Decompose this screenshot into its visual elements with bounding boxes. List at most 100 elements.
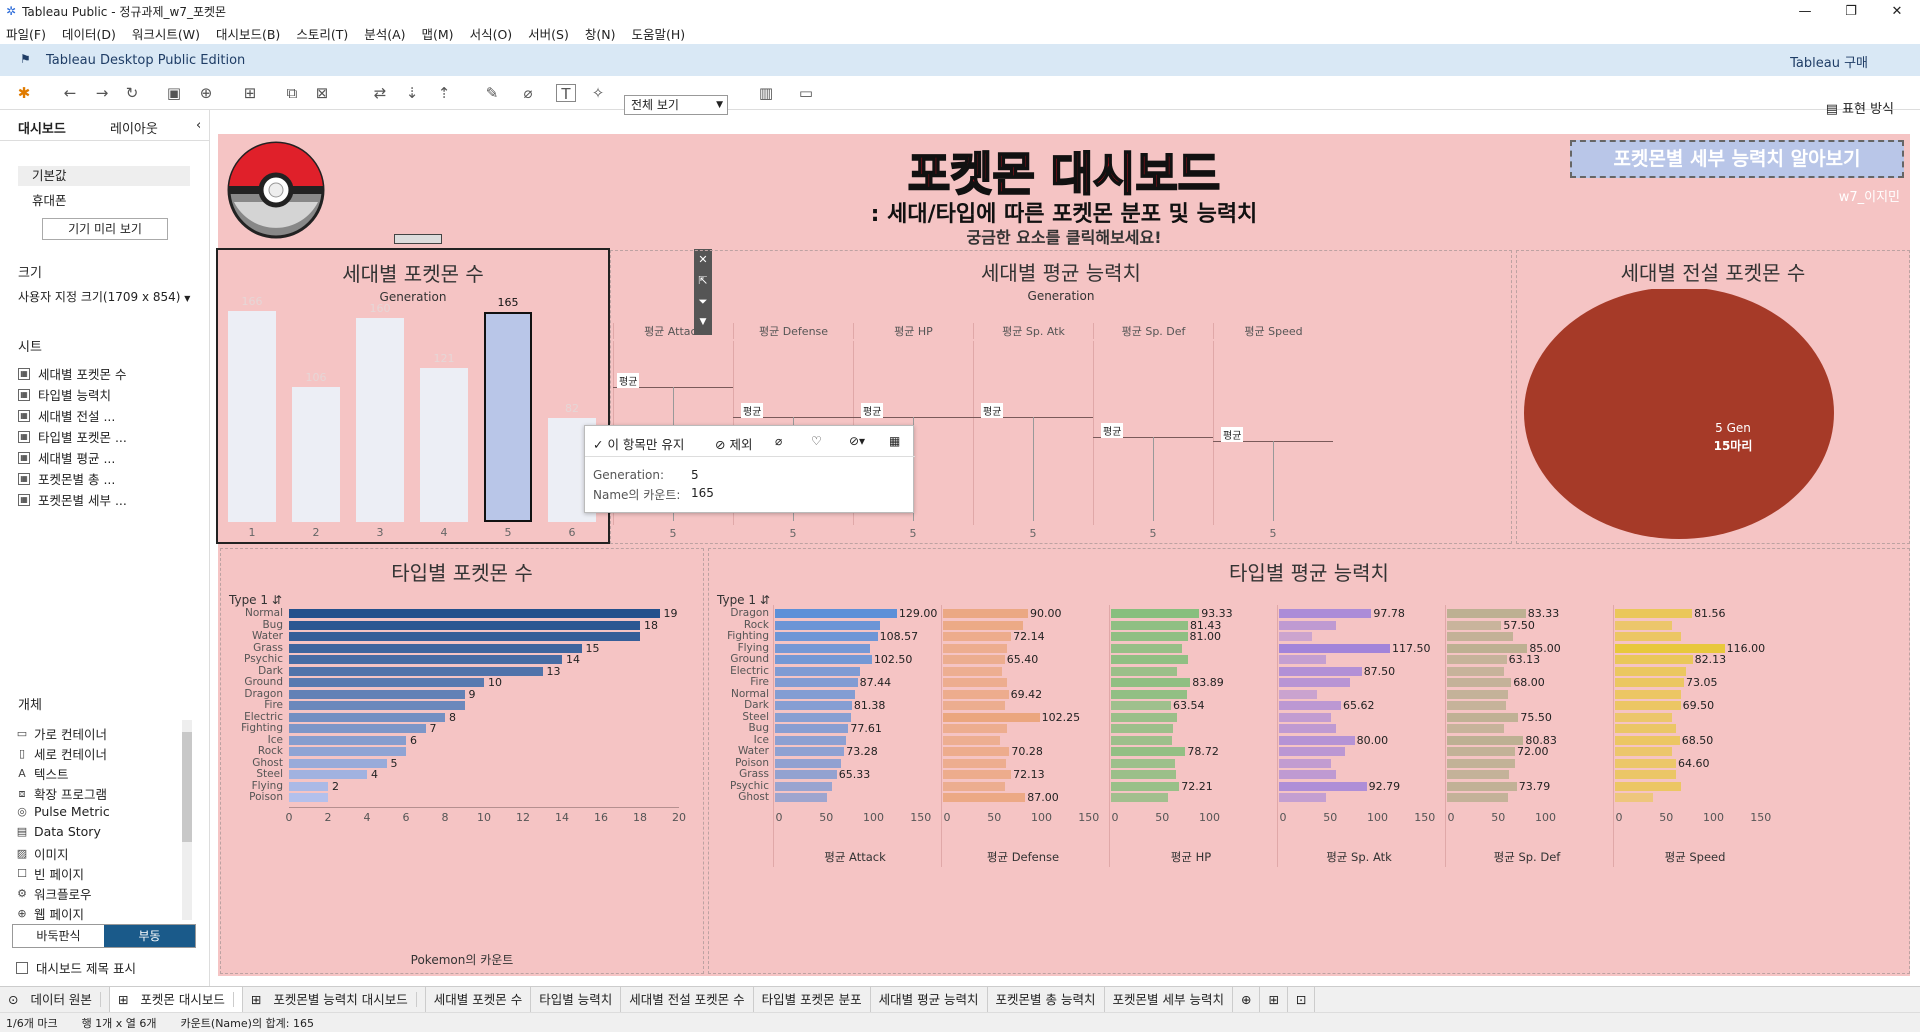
legendary-panel[interactable]: 세대별 전설 포켓몬 수 5 Gen 15마리 bbox=[1516, 250, 1910, 544]
avg-bar[interactable] bbox=[1447, 609, 1526, 618]
keep-only-button[interactable]: ✓ 이 항목만 유지 bbox=[593, 437, 685, 452]
object-item[interactable]: ◎ Pulse Metric bbox=[17, 804, 110, 819]
pin-axis-icon[interactable]: ✧ bbox=[591, 84, 605, 102]
avg-bar[interactable] bbox=[1615, 758, 1677, 768]
avg-bar[interactable] bbox=[775, 666, 861, 676]
avg-bar[interactable] bbox=[1279, 701, 1341, 710]
tab-sheet[interactable]: 타입별 포켓몬 분포 bbox=[754, 986, 871, 1013]
size-select[interactable]: 사용자 지정 크기(1709 x 854) ▼ bbox=[18, 290, 191, 304]
menu-data[interactable]: 데이터(D) bbox=[61, 26, 116, 42]
detail-button[interactable]: 포켓몬별 세부 능력치 알아보기 bbox=[1570, 140, 1904, 178]
avg-bar[interactable] bbox=[943, 758, 1007, 768]
avg-bar[interactable] bbox=[775, 620, 880, 630]
tiled-button[interactable]: 바둑판식 bbox=[36, 929, 81, 943]
sheet-item[interactable]: ▦ 세대별 평균 ... bbox=[18, 448, 115, 467]
menu-file[interactable]: 파일(F) bbox=[6, 26, 46, 42]
device-phone[interactable]: 휴대폰 bbox=[32, 193, 67, 208]
avg-bar[interactable] bbox=[775, 609, 897, 618]
avg-bar[interactable] bbox=[943, 632, 1012, 641]
new-sheet-icon[interactable]: ⊕ bbox=[1233, 986, 1261, 1013]
sheet-item[interactable]: ▦ 타입별 포켓몬 ... bbox=[18, 427, 127, 446]
avg-bar[interactable] bbox=[943, 770, 1012, 779]
tab-layout[interactable]: 레이아웃 bbox=[110, 122, 158, 137]
avg-bar[interactable] bbox=[1447, 632, 1514, 641]
tab-dashboard[interactable]: 대시보드 bbox=[18, 122, 66, 137]
exclude-button[interactable]: ⊘ 제외 bbox=[715, 437, 753, 452]
avg-bar[interactable] bbox=[1447, 620, 1502, 630]
avg-bar[interactable] bbox=[1111, 747, 1186, 756]
sheet-item[interactable]: ▦ 세대별 전설 ... bbox=[18, 406, 115, 425]
buy-link[interactable]: Tableau 구매 bbox=[1790, 56, 1868, 71]
device-preview-button[interactable]: 기기 미리 보기 bbox=[42, 218, 168, 240]
avg-bar[interactable] bbox=[1111, 689, 1187, 699]
avg-bar[interactable] bbox=[943, 643, 1008, 653]
avg-bar[interactable] bbox=[1279, 735, 1355, 745]
sort-icon[interactable]: ⇵ bbox=[759, 593, 770, 607]
type-count-bar[interactable] bbox=[289, 758, 387, 768]
avg-bar[interactable] bbox=[1615, 781, 1682, 791]
avg-bar[interactable] bbox=[943, 781, 1006, 791]
scrollbar[interactable] bbox=[182, 720, 192, 920]
avg-bar[interactable] bbox=[775, 735, 846, 745]
avg-bar[interactable] bbox=[1279, 781, 1367, 791]
device-default[interactable]: 기본값 bbox=[18, 166, 190, 186]
menu-dashboard[interactable]: 대시보드(B) bbox=[215, 26, 281, 42]
avg-bar[interactable] bbox=[1111, 666, 1178, 676]
clear-sheet-icon[interactable]: ⊠ bbox=[315, 84, 329, 102]
type-count-bar[interactable] bbox=[289, 781, 328, 791]
object-item[interactable]: ☐ 빈 페이지 bbox=[17, 867, 84, 882]
avg-bar[interactable] bbox=[1447, 758, 1516, 768]
attach-icon[interactable]: ⌀ bbox=[523, 84, 533, 102]
tab-sheet[interactable]: 포켓몬별 총 능력치 bbox=[988, 986, 1105, 1013]
close-icon[interactable]: ✕ bbox=[698, 253, 708, 266]
type-count-bar[interactable] bbox=[289, 689, 465, 699]
menu-analysis[interactable]: 분석(A) bbox=[364, 26, 406, 42]
menu-map[interactable]: 맵(M) bbox=[421, 26, 454, 42]
go-to-sheet-icon[interactable]: ⇱ bbox=[698, 274, 708, 287]
avg-bar[interactable] bbox=[943, 747, 1010, 756]
text-icon[interactable]: T bbox=[556, 84, 576, 103]
tab-datasource[interactable]: ⊙ 데이터 원본 bbox=[0, 986, 110, 1013]
avg-bar[interactable] bbox=[1615, 747, 1672, 756]
menu-window[interactable]: 창(N) bbox=[584, 26, 616, 42]
menu-worksheet[interactable]: 워크시트(W) bbox=[131, 26, 200, 42]
avg-bar[interactable] bbox=[1111, 609, 1200, 618]
avg-bar[interactable] bbox=[1111, 701, 1172, 710]
view-data-icon[interactable]: ▦ bbox=[889, 434, 901, 448]
object-item[interactable]: ▯ 세로 컨테이너 bbox=[16, 744, 107, 763]
avg-bar[interactable] bbox=[943, 724, 1008, 733]
avg-bar[interactable] bbox=[1615, 666, 1686, 676]
type-count-panel[interactable]: 타입별 포켓몬 수 Type 1 ⇵ Normal 19 Bug 18 Water Gra… bbox=[220, 548, 704, 974]
avg-bar[interactable] bbox=[1447, 655, 1507, 664]
presentation-icon[interactable]: ▭ bbox=[798, 84, 814, 102]
avg-bar[interactable] bbox=[775, 701, 852, 710]
tab-dashboard-main[interactable]: ⊞ 포켓몬 대시보드 bbox=[109, 986, 243, 1013]
avg-bar[interactable] bbox=[1279, 758, 1331, 768]
avg-bar[interactable] bbox=[1279, 770, 1336, 779]
avg-bar[interactable] bbox=[1279, 689, 1317, 699]
avg-bar[interactable] bbox=[943, 689, 1009, 699]
sort-desc-icon[interactable]: ⇡ bbox=[437, 84, 451, 102]
avg-bar[interactable] bbox=[1279, 712, 1331, 722]
avg-bar[interactable] bbox=[943, 620, 1024, 630]
lightbulb-icon[interactable]: ♡ bbox=[811, 434, 822, 448]
avg-bar[interactable] bbox=[775, 724, 849, 733]
object-item[interactable]: ⊕ 웹 페이지 bbox=[17, 907, 84, 922]
avg-bar[interactable] bbox=[775, 770, 837, 779]
avg-bar[interactable] bbox=[1279, 666, 1362, 676]
redo-icon[interactable]: → bbox=[95, 84, 109, 102]
swap-icon[interactable]: ⇄ bbox=[373, 84, 387, 102]
minimize-button[interactable]: — bbox=[1798, 3, 1812, 19]
avg-bar[interactable] bbox=[943, 609, 1029, 618]
avg-bar[interactable] bbox=[1111, 620, 1188, 630]
gen-bar[interactable] bbox=[292, 387, 340, 522]
avg-bar[interactable] bbox=[1447, 678, 1512, 687]
type-count-bar[interactable] bbox=[289, 793, 328, 802]
avg-bar[interactable] bbox=[1279, 620, 1336, 630]
sort-icon[interactable]: ⇵ bbox=[271, 593, 282, 607]
avg-bar[interactable] bbox=[1111, 781, 1180, 791]
collapse-icon[interactable]: ‹ bbox=[196, 118, 202, 133]
avg-bar[interactable] bbox=[1111, 712, 1178, 722]
object-item[interactable]: ▭ 가로 컨테이너 bbox=[16, 727, 107, 742]
drag-handle[interactable] bbox=[394, 234, 442, 244]
